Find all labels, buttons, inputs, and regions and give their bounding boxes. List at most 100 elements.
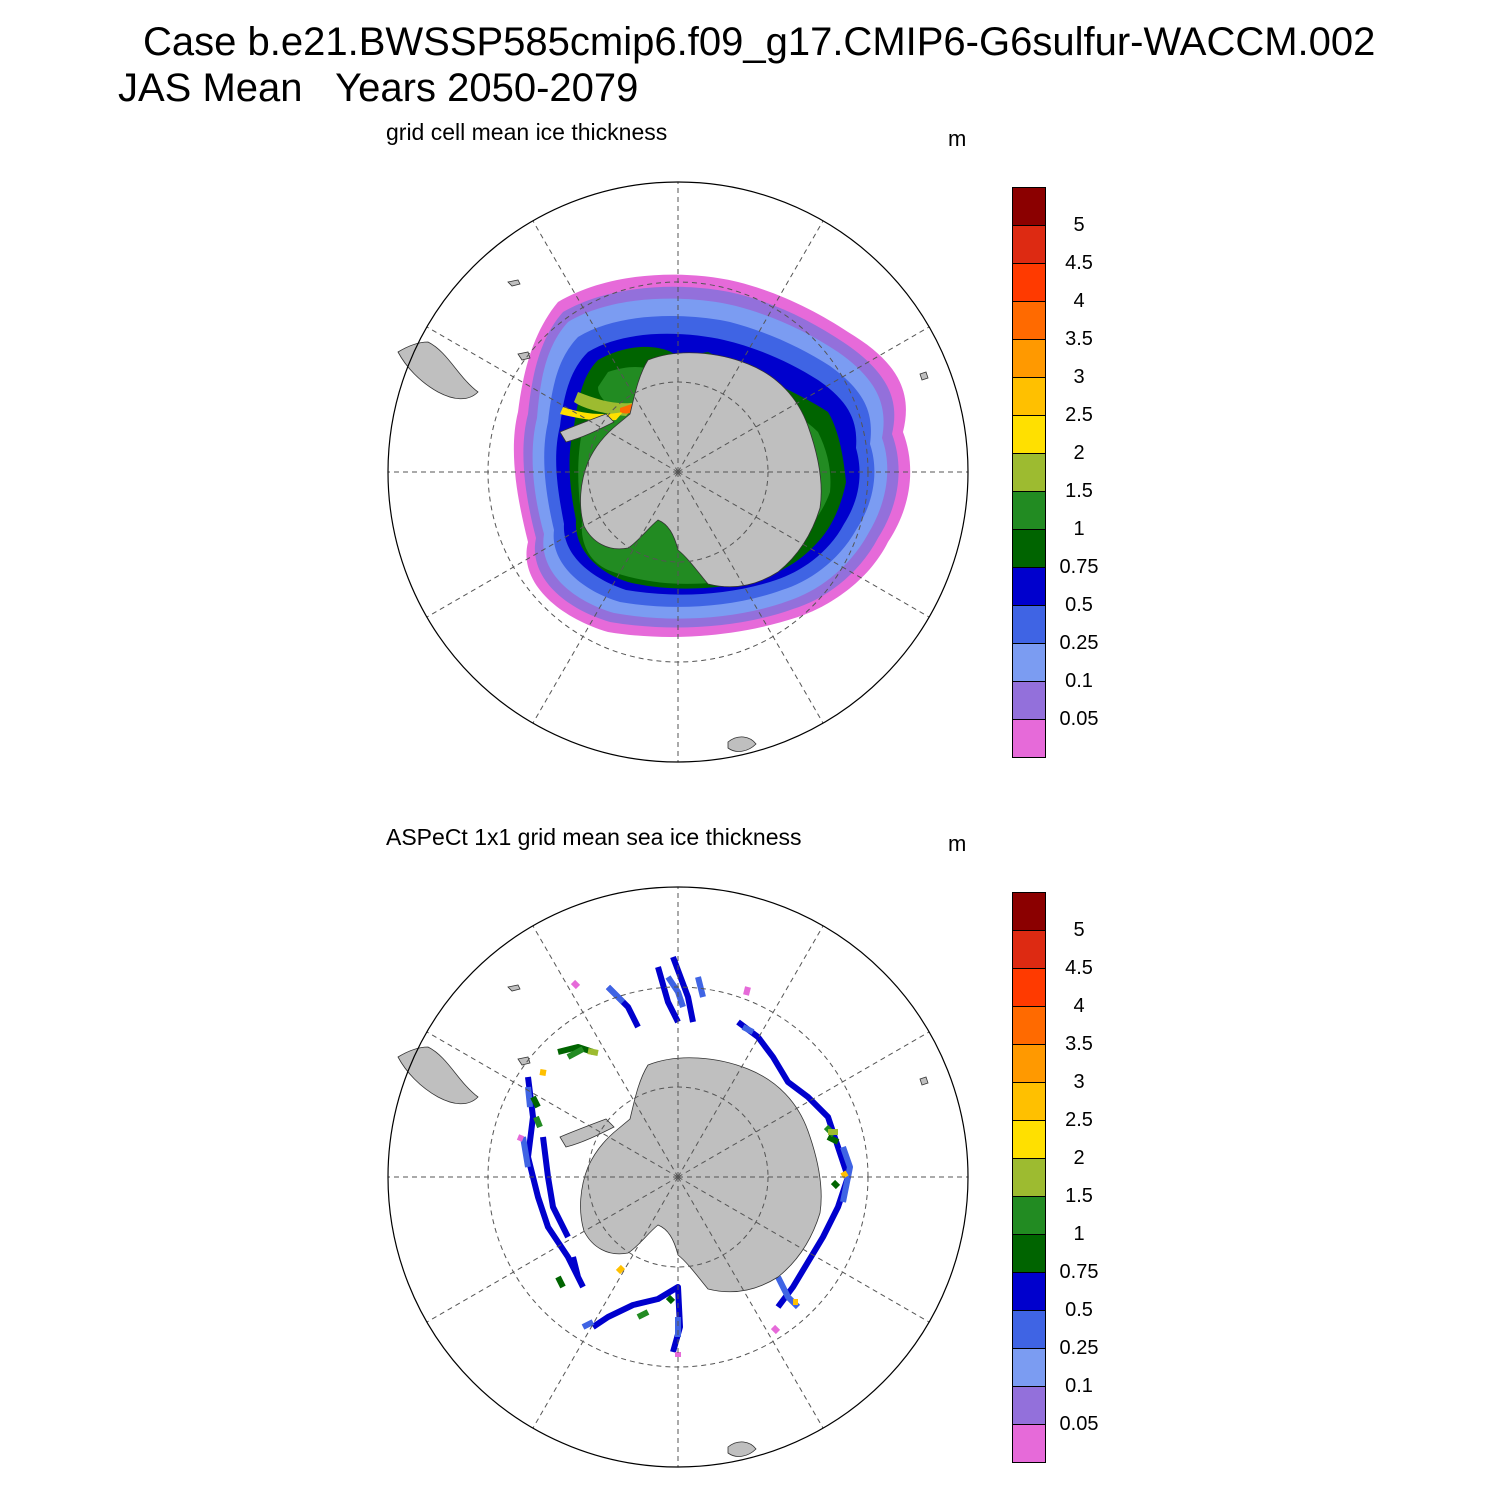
colorbar-label: 2.5 [1065,1109,1093,1131]
colorbar-label: 2 [1073,442,1085,464]
colorbar-swatch [1012,225,1046,264]
colorbar-swatch [1012,187,1046,226]
colorbar-label: 3.5 [1065,1033,1093,1055]
colorbar-label: 0.25 [1059,1337,1099,1359]
colorbar-swatch [1012,605,1046,644]
colorbar-label: 1.5 [1065,480,1093,502]
figure-title-case: Case b.e21.BWSSP585cmip6.f09_g17.CMIP6-G… [143,20,1376,64]
panel2-polar-map [387,886,969,1468]
panel2-land [397,984,929,1457]
colorbar-label: 5 [1073,214,1085,236]
colorbar-label: 2.5 [1065,404,1093,426]
meridian-60w [426,1031,679,1178]
panel2-colorbar: 5 4.5 4 3.5 3 2.5 2 1.5 1 0.75 0.5 0.25 0.1 0.05 [1012,892,1098,1463]
panel1-colorbar: 5 4.5 4 3.5 3 2.5 2 1.5 1 0.75 0.5 0.25 0.1 0.05 [1012,187,1098,758]
panel2-title: ASPeCt 1x1 grid mean sea ice thickness [386,824,802,850]
panel1-units: m [948,126,967,151]
colorbar-swatch [1012,681,1046,720]
colorbar-swatch [1012,930,1046,969]
colorbar-label: 3 [1073,1071,1085,1093]
colorbar-label: 1 [1073,1223,1085,1245]
colorbar-swatch [1012,1272,1046,1311]
colorbar-swatch [1012,377,1046,416]
colorbar-swatch [1012,567,1046,606]
map-boundary-circle [387,886,969,1468]
obs-track-1.5 [533,1046,837,1320]
south-georgia-island [507,984,521,992]
colorbar-label: 5 [1073,919,1085,941]
colorbar-label: 0.05 [1059,708,1099,730]
colorbar-swatch [1012,892,1046,931]
meridian-120w [426,471,679,618]
colorbar-swatch [1012,301,1046,340]
obs-track-0.05 [516,979,781,1357]
colorbar-label: 0.25 [1059,632,1099,654]
colorbar-swatch [1012,1044,1046,1083]
meridian-60e [677,1031,930,1178]
panel1-graticule [388,182,968,762]
colorbar-swatch [1012,453,1046,492]
meridian-150e [677,471,824,724]
meridian-30w [532,220,679,473]
panel2-units: m [948,831,967,856]
colorbar-label: 4.5 [1065,957,1093,979]
new-zealand-tip [727,736,757,752]
obs-track-3 [539,1069,849,1305]
obs-track-1 [530,1044,841,1305]
colorbar-label: 0.5 [1065,1299,1093,1321]
colorbar-label: 4 [1073,995,1085,1017]
obs-track-0.5 [525,955,851,1353]
meridian-120w [426,1176,679,1323]
colorbar-swatch [1012,719,1046,758]
meridian-120e [677,1176,930,1323]
panel1-title: grid cell mean ice thickness [386,119,668,145]
antarctica-landmass [559,1057,822,1293]
colorbar-label: 4 [1073,290,1085,312]
colorbar-label: 3.5 [1065,328,1093,350]
colorbar-swatch [1012,1196,1046,1235]
colorbar-swatch [1012,1310,1046,1349]
panel1-polar-map [387,181,969,763]
colorbar-swatch [1012,1234,1046,1273]
colorbar-label: 1.5 [1065,1185,1093,1207]
colorbar-label: 1 [1073,518,1085,540]
falklands-island [517,1056,531,1066]
colorbar-label: 4.5 [1065,252,1093,274]
colorbar-swatch [1012,263,1046,302]
colorbar-swatch [1012,339,1046,378]
colorbar-label: 0.5 [1065,594,1093,616]
colorbar-swatch [1012,529,1046,568]
colorbar-swatch [1012,1006,1046,1045]
new-zealand-tip [727,1441,757,1457]
meridian-150w [532,1176,679,1429]
obs-track-2 [587,1048,838,1135]
colorbar-swatch [1012,1158,1046,1197]
meridian-150e [677,1176,824,1429]
colorbar-swatch [1012,1120,1046,1159]
south-america-tip [397,341,479,400]
colorbar-label: 0.75 [1059,556,1099,578]
meridian-60w [426,326,679,473]
colorbar-swatch [1012,1386,1046,1425]
colorbar-swatch [1012,1424,1046,1463]
meridian-30w [532,925,679,1178]
meridian-150w [532,471,679,724]
colorbar-label: 3 [1073,366,1085,388]
colorbar-swatch [1012,1348,1046,1387]
meridian-120e [677,471,930,618]
colorbar-label: 0.05 [1059,1413,1099,1435]
meridian-30e [677,220,824,473]
south-georgia-island [507,279,521,287]
colorbar-label: 0.75 [1059,1261,1099,1283]
meridian-60e [677,326,930,473]
figure-title-period: JAS Mean Years 2050-2079 [118,66,639,110]
colorbar-swatch [1012,968,1046,1007]
kerguelen-island [919,371,929,381]
colorbar-swatch [1012,491,1046,530]
meridian-30e [677,925,824,1178]
south-america-tip [397,1046,479,1105]
falklands-island [517,351,531,361]
colorbar-swatch [1012,415,1046,454]
colorbar-label: 2 [1073,1147,1085,1169]
colorbar-swatch [1012,643,1046,682]
